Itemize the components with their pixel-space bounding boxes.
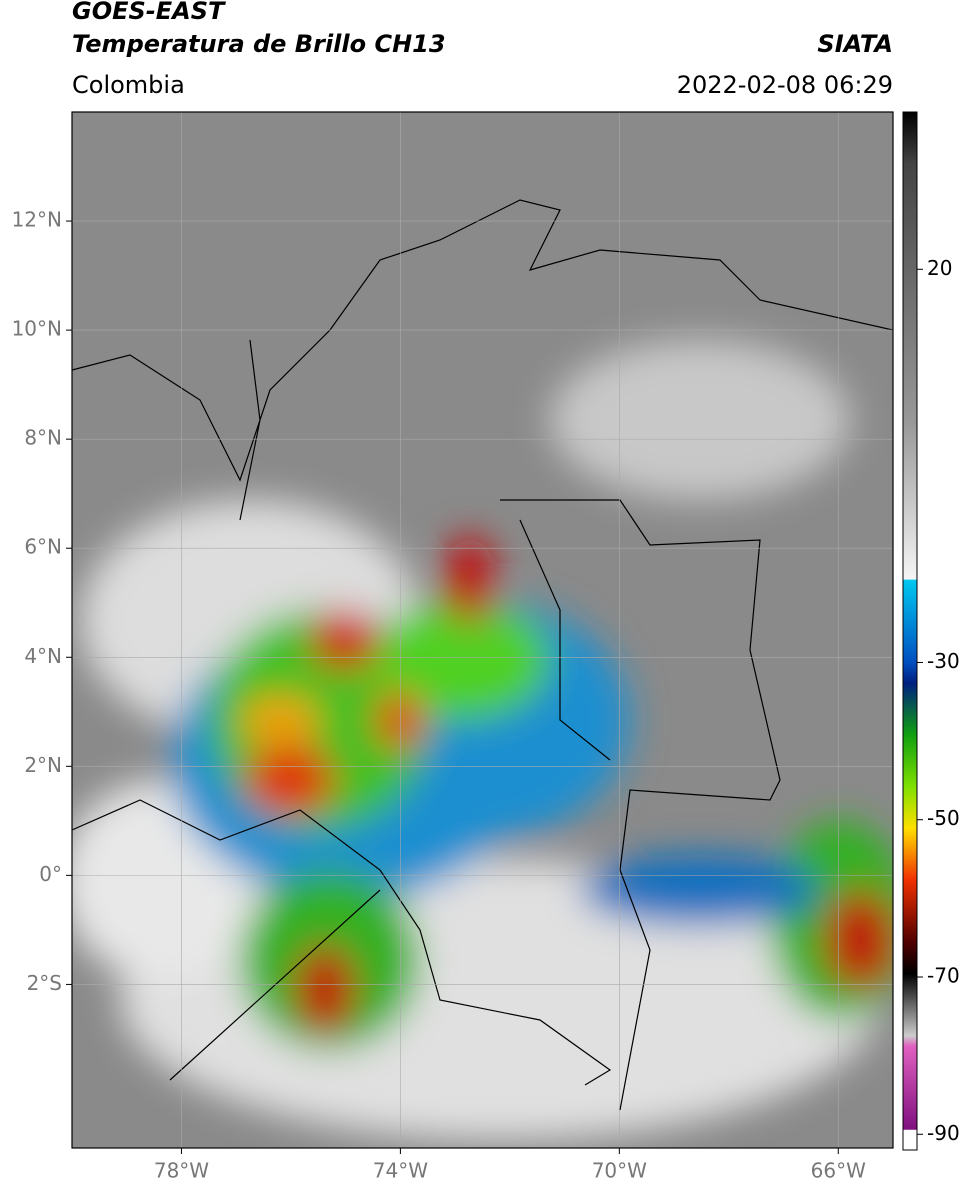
y-tick-label: 2°N [24, 753, 62, 777]
colorbar-label: -50 [927, 806, 960, 830]
y-tick-label: 4°N [24, 644, 62, 668]
source: SIATA [817, 30, 893, 58]
y-tick-label: 6°N [24, 535, 62, 559]
borders [72, 199, 893, 1111]
x-tick-label: 70°W [592, 1159, 647, 1183]
y-tick-label: 2°S [27, 971, 62, 995]
title: GOES-EAST [72, 0, 226, 25]
datetime: 2022-02-08 06:29 [677, 71, 893, 99]
colorbar-label: -30 [927, 649, 960, 673]
colorbar-label: -70 [927, 964, 960, 988]
colorbar [902, 111, 918, 1151]
x-tick-label: 74°W [373, 1159, 428, 1183]
clouds [72, 340, 893, 1140]
y-tick-label: 10°N [12, 317, 62, 341]
satellite-image [72, 112, 893, 1148]
colorbar-label: 20 [927, 256, 952, 280]
grid [72, 112, 893, 1148]
x-tick-label: 78°W [154, 1159, 209, 1183]
y-tick-label: 0° [39, 862, 62, 886]
colorbar-label: -90 [927, 1121, 960, 1145]
x-tick-label: 66°W [811, 1159, 866, 1183]
y-tick-label: 8°N [24, 426, 62, 450]
map-frame [71, 111, 894, 1149]
y-tick-label: 12°N [12, 208, 62, 232]
subtitle: Temperatura de Brillo CH13 [72, 30, 446, 58]
region: Colombia [72, 71, 185, 99]
